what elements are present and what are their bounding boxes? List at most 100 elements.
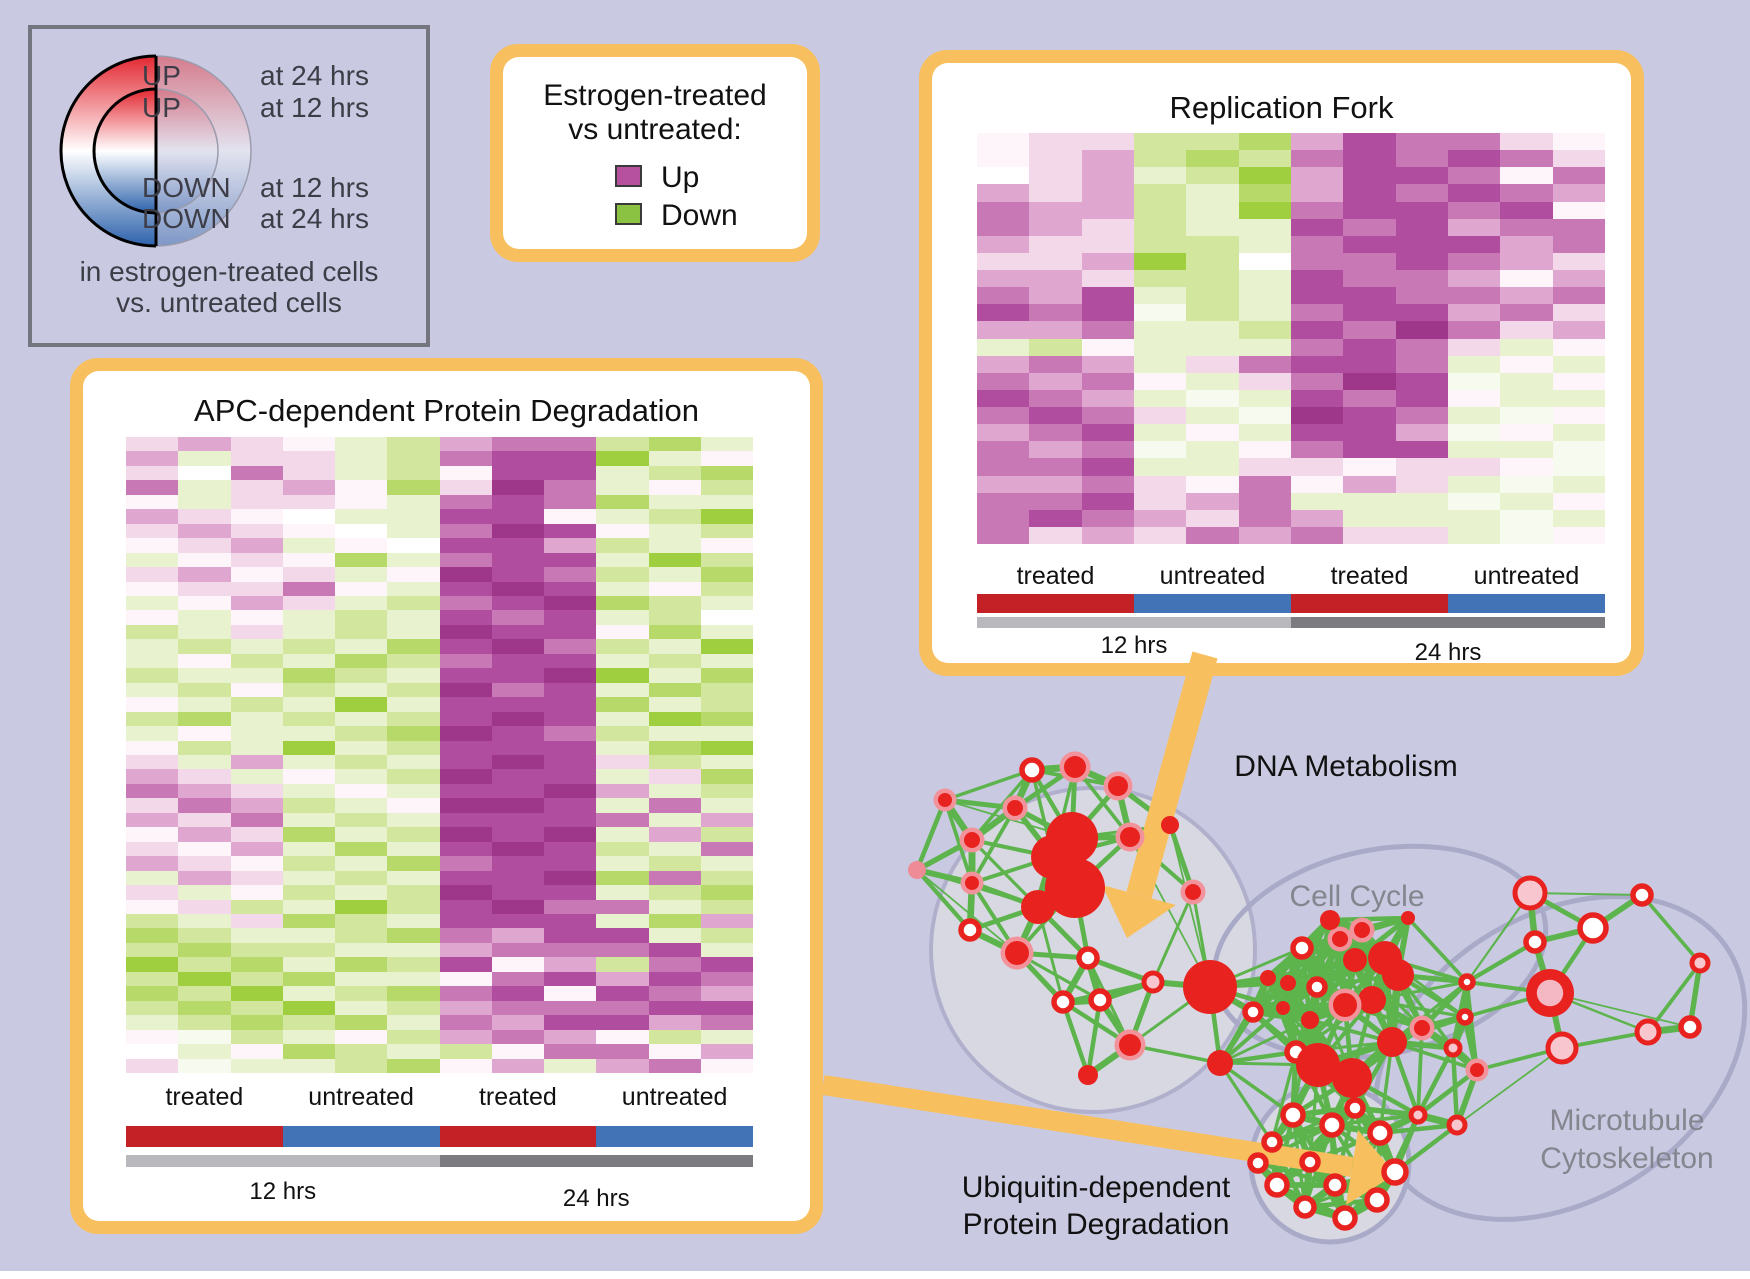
heatmap-cell xyxy=(126,986,179,1001)
heatmap-cell xyxy=(387,1044,440,1059)
heatmap-cell xyxy=(1447,389,1501,407)
heatmap-cell xyxy=(1447,252,1501,270)
heatmap-cell xyxy=(1395,492,1448,510)
heatmap-cell xyxy=(1500,218,1553,236)
heatmap-cell xyxy=(387,480,440,495)
heatmap-cell xyxy=(544,437,597,452)
heatmap-cell xyxy=(126,610,179,625)
heatmap-cell xyxy=(1447,492,1501,510)
heatmap-cell xyxy=(230,971,283,987)
heatmap-cell xyxy=(596,740,649,755)
heatmap-cell xyxy=(1133,167,1187,185)
heatmap-cell xyxy=(1552,304,1605,322)
gene-set-node xyxy=(1333,993,1357,1017)
heatmap-cell xyxy=(648,783,701,799)
time-label: 24 hrs xyxy=(1414,639,1482,666)
heatmap-cell xyxy=(335,465,388,481)
heatmap-cell xyxy=(1552,167,1605,185)
heatmap-cell xyxy=(648,639,701,654)
heatmap-cell xyxy=(596,885,649,900)
gene-set-node xyxy=(1260,970,1276,986)
heatmap-cell xyxy=(544,465,597,481)
heatmap-cell xyxy=(544,451,597,466)
heatmap-cell xyxy=(1186,475,1239,493)
heatmap-cell xyxy=(439,538,492,553)
heatmap-cell xyxy=(1029,509,1082,527)
network-edge xyxy=(914,867,973,933)
heatmap-cell xyxy=(1395,372,1448,390)
heatmap-cell xyxy=(1447,407,1501,425)
gene-set-node xyxy=(1343,948,1367,972)
heatmap-cell xyxy=(596,523,649,539)
heatmap-cell xyxy=(700,624,753,640)
heatmap-cell xyxy=(335,841,388,857)
heatmap-cell xyxy=(387,437,440,452)
heatmap-cell xyxy=(648,581,701,596)
heatmap-cell xyxy=(648,465,701,481)
heatmap-cell xyxy=(335,552,388,568)
heatmap-cell xyxy=(1029,372,1082,390)
heatmap-cell xyxy=(1395,355,1448,373)
heatmap-cell xyxy=(491,494,544,510)
gene-set-node xyxy=(1319,1112,1345,1138)
heatmap-cell xyxy=(439,783,492,799)
gene-set-node xyxy=(1207,1050,1233,1076)
heatmap-cell xyxy=(648,942,701,958)
heatmap-cell xyxy=(596,480,649,495)
heatmap-cell xyxy=(1343,287,1396,305)
rf-group-labels: treated untreated treated untreated xyxy=(977,562,1605,592)
group-label: untreated xyxy=(1473,562,1580,590)
heatmap-cell xyxy=(1500,509,1553,527)
heatmap-cell xyxy=(1029,218,1082,236)
heatmap-cell xyxy=(1395,201,1448,219)
group-label: treated xyxy=(1330,562,1409,590)
heatmap-cell xyxy=(1500,270,1553,288)
heatmap-cell xyxy=(648,567,701,582)
heatmap-cell xyxy=(700,1015,753,1030)
heatmap-cell xyxy=(700,1000,753,1016)
heatmap-cell xyxy=(648,682,701,698)
heatmap-cell xyxy=(439,624,492,640)
heatmap-cell xyxy=(491,581,544,596)
gene-set-node xyxy=(1280,975,1296,991)
gene-set-node xyxy=(938,793,952,807)
heatmap-cell xyxy=(700,740,753,755)
heatmap-cell xyxy=(648,798,701,813)
heatmap-cell xyxy=(700,812,753,828)
heatmap-cell xyxy=(596,653,649,669)
heatmap-cell xyxy=(1081,270,1134,288)
apc-panel-card: APC-dependent Protein Degradation treate… xyxy=(83,371,810,1221)
network-edge xyxy=(916,869,1018,954)
heatmap-cell xyxy=(1081,167,1134,185)
heatmap-cell xyxy=(596,942,649,958)
heatmap-cell xyxy=(335,697,388,712)
network-edge xyxy=(943,768,1034,802)
heatmap-cell xyxy=(1133,287,1187,305)
heatmap-cell xyxy=(439,928,492,943)
heatmap-cell xyxy=(596,899,649,914)
heatmap-cell xyxy=(977,389,1030,407)
heatmap-cell xyxy=(1029,167,1082,185)
heatmap-cell xyxy=(544,581,597,596)
heatmap-cell xyxy=(335,480,388,495)
heatmap-cell xyxy=(1081,287,1134,305)
heatmap-cell xyxy=(282,567,335,582)
heatmap-cell xyxy=(178,957,231,972)
heatmap-cell xyxy=(282,1044,335,1059)
network-edge xyxy=(1416,1026,1424,1117)
heatmap-cell xyxy=(178,711,231,727)
heatmap-cell xyxy=(1186,424,1239,442)
heatmap-cell xyxy=(1186,252,1239,270)
heatmap-cell xyxy=(387,494,440,510)
heatmap-cell xyxy=(1447,235,1501,253)
heatmap-cell xyxy=(544,783,597,799)
heatmap-cell xyxy=(648,1015,701,1030)
heatmap-cell xyxy=(126,711,179,727)
heatmap-cell xyxy=(230,1029,283,1045)
heatmap-cell xyxy=(230,437,283,452)
heatmap-cell xyxy=(977,184,1030,202)
heatmap-cell xyxy=(1395,184,1448,202)
heatmap-cell xyxy=(1447,424,1501,442)
heatmap-cell xyxy=(1029,441,1082,459)
heatmap-cell xyxy=(1552,475,1605,493)
